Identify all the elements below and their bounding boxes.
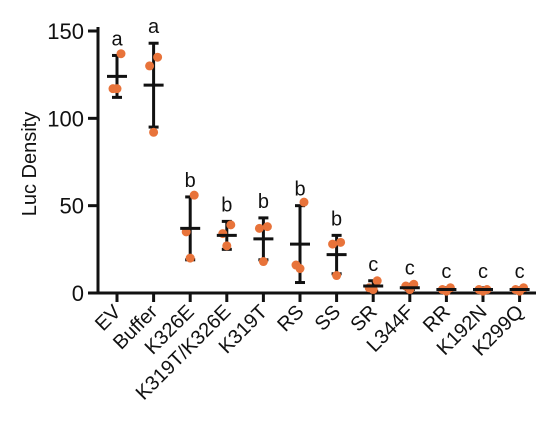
- data-point: [189, 190, 199, 200]
- data-point: [185, 253, 195, 263]
- data-point: [328, 239, 338, 249]
- data-marks: [107, 41, 530, 296]
- significance-letter: c: [478, 261, 488, 283]
- y-tick-label: 100: [47, 106, 84, 131]
- axes: [88, 27, 536, 302]
- data-point: [258, 257, 268, 267]
- x-tick-label: SS: [311, 301, 345, 335]
- significance-letter: a: [148, 16, 160, 38]
- data-point: [336, 237, 346, 247]
- data-point: [299, 197, 309, 207]
- significance-letter: c: [368, 254, 378, 276]
- y-tick-label: 150: [47, 19, 84, 44]
- significance-letter: c: [405, 257, 415, 279]
- data-point: [149, 127, 159, 137]
- data-point: [153, 52, 163, 62]
- data-point: [145, 61, 155, 71]
- significance-letter: b: [221, 194, 232, 216]
- data-point: [226, 220, 236, 230]
- data-point: [254, 223, 264, 233]
- y-tick-label: 50: [60, 194, 84, 219]
- data-point: [372, 276, 382, 286]
- significance-letter: b: [185, 170, 196, 192]
- significance-letter: b: [294, 179, 305, 201]
- x-tick-label: RS: [273, 301, 308, 336]
- data-point: [295, 264, 305, 274]
- y-axis-title: Luc Density: [19, 112, 41, 217]
- significance-letter: a: [111, 28, 123, 50]
- data-point: [332, 271, 342, 281]
- significance-letter: b: [331, 208, 342, 230]
- data-point: [222, 241, 232, 251]
- y-tick-label: 0: [72, 281, 84, 306]
- data-point: [116, 49, 126, 59]
- data-point: [112, 84, 122, 94]
- data-point: [262, 222, 272, 232]
- significance-letter: c: [441, 261, 451, 283]
- significance-letter: b: [258, 191, 269, 213]
- significance-letter: c: [515, 261, 525, 283]
